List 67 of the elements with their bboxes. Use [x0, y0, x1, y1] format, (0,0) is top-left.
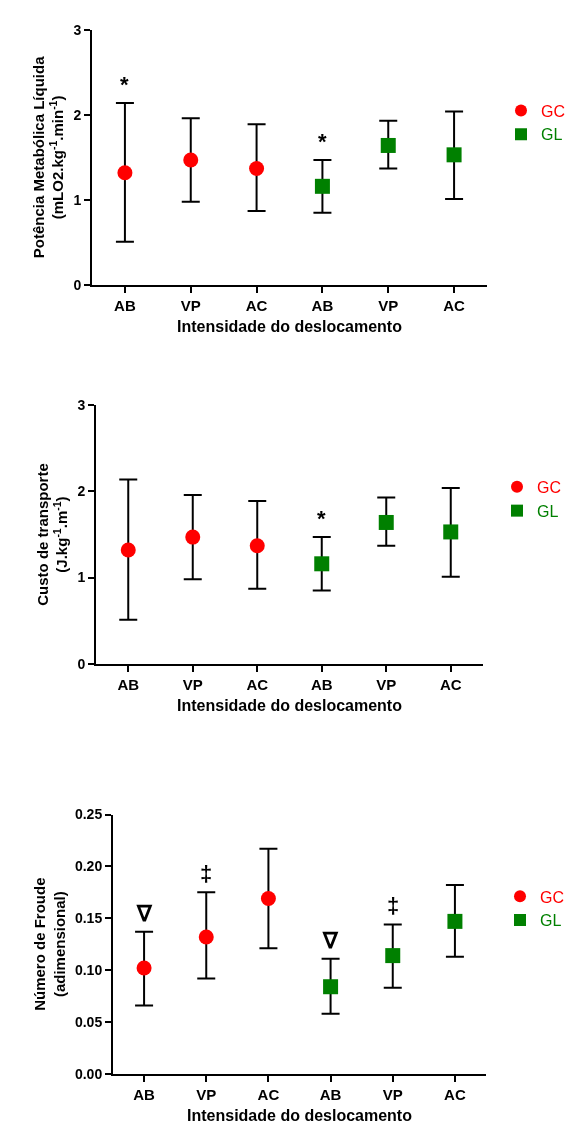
annotation: * [317, 506, 326, 531]
legend-label: GC [540, 888, 564, 906]
legend-label: GL [540, 912, 562, 930]
annotation: * [120, 72, 129, 97]
y-tick-label: 0.20 [74, 858, 103, 875]
point [249, 538, 265, 554]
point [323, 979, 339, 995]
x-tick-label: AB [311, 297, 334, 315]
x-axis-title: Intensidade do deslocamento [177, 318, 403, 336]
x-tick-label: VP [378, 297, 399, 315]
point [117, 165, 133, 181]
x-tick-label: VP [376, 675, 397, 693]
legend-label: GL [537, 502, 559, 520]
y-tick-label: 0 [77, 655, 86, 672]
y-tick-label: 2 [73, 106, 82, 123]
y-tick-label: 3 [77, 397, 86, 414]
point [260, 891, 276, 907]
y-tick-label: 0.05 [74, 1013, 103, 1030]
y-tick-label: 0.10 [74, 962, 103, 979]
x-tick-label: AB [310, 675, 333, 693]
point [443, 524, 459, 540]
x-tick-label: AC [246, 675, 269, 693]
annotation: ∇ [322, 928, 339, 953]
y-tick-label: 1 [73, 191, 82, 208]
x-tick-label: AC [443, 297, 466, 315]
annotation: ∇ [136, 901, 153, 926]
point [385, 948, 401, 964]
point [446, 147, 462, 163]
point [378, 514, 394, 530]
point [314, 556, 330, 572]
y-tick-label: 1 [77, 569, 86, 586]
point [447, 913, 463, 929]
x-tick-label: AC [245, 297, 268, 315]
x-tick-label: AB [133, 1085, 156, 1103]
annotation: ‡ [200, 861, 213, 886]
x-tick-label: AB [117, 675, 140, 693]
legend-label: GC [541, 102, 565, 120]
point [120, 542, 136, 558]
y-tick-label: 0.15 [74, 910, 103, 927]
y-tick-label: 0 [73, 276, 82, 293]
x-tick-label: AB [319, 1085, 342, 1103]
x-tick-label: AC [444, 1085, 466, 1103]
x-tick-label: VP [196, 1085, 217, 1103]
point [380, 137, 396, 153]
point [249, 160, 265, 176]
y-axis-title: Número de Froude (adimensional) [31, 877, 68, 1011]
annotation: * [318, 129, 327, 154]
point [185, 529, 201, 545]
point [314, 178, 330, 194]
annotation: ‡ [387, 893, 400, 918]
y-tick-label: 2 [77, 483, 86, 500]
y-tick-label: 0.25 [74, 806, 103, 823]
x-tick-label: AC [257, 1085, 280, 1103]
point [198, 929, 214, 945]
point [136, 960, 152, 976]
point [183, 152, 199, 168]
legend-label: GL [541, 126, 563, 144]
x-tick-label: VP [180, 297, 201, 315]
x-tick-label: AC [439, 675, 462, 693]
x-tick-label: AB [114, 297, 136, 315]
x-axis-title: Intensidade do deslocamento [187, 1107, 413, 1125]
y-tick-label: 3 [73, 21, 82, 38]
x-axis-title: Intensidade do deslocamento [177, 696, 403, 714]
legend-label: GC [537, 479, 561, 497]
y-tick-label: 0.00 [74, 1065, 103, 1082]
x-tick-label: VP [182, 675, 203, 693]
x-tick-label: VP [382, 1085, 403, 1103]
